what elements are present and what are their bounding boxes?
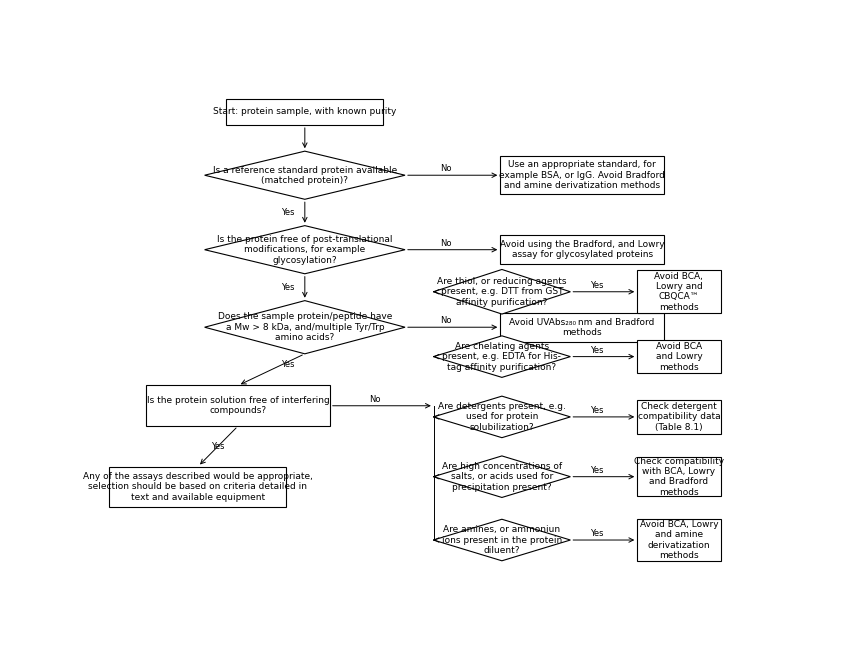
FancyBboxPatch shape [636, 399, 720, 434]
FancyBboxPatch shape [226, 99, 383, 125]
Polygon shape [433, 519, 570, 561]
Text: Yes: Yes [590, 281, 604, 290]
Text: Yes: Yes [590, 406, 604, 415]
Text: Avoid UVAbs₂₈₀ nm and Bradford
methods: Avoid UVAbs₂₈₀ nm and Bradford methods [509, 318, 654, 337]
Polygon shape [204, 151, 405, 199]
FancyBboxPatch shape [636, 519, 720, 561]
Text: Are chelating agents
present, e.g. EDTA for His-
tag affinity purification?: Are chelating agents present, e.g. EDTA … [442, 342, 561, 372]
Text: Does the sample protein/peptide have
a Mw > 8 kDa, and/multiple Tyr/Trp
amino ac: Does the sample protein/peptide have a M… [217, 313, 392, 342]
Text: Use an appropriate standard, for
example BSA, or IgG. Avoid Bradford
and amine d: Use an appropriate standard, for example… [499, 161, 664, 190]
FancyBboxPatch shape [146, 386, 330, 426]
FancyBboxPatch shape [499, 313, 663, 342]
Polygon shape [204, 226, 405, 274]
Polygon shape [433, 336, 570, 378]
Text: Is the protein solution free of interfering
compounds?: Is the protein solution free of interfer… [146, 396, 329, 415]
Text: Check compatibility
with BCA, Lowry
and Bradford
methods: Check compatibility with BCA, Lowry and … [633, 457, 723, 497]
Text: Yes: Yes [590, 529, 604, 538]
Text: Yes: Yes [211, 442, 225, 451]
Text: Any of the assays described would be appropriate,
selection should be based on c: Any of the assays described would be app… [83, 472, 313, 501]
FancyBboxPatch shape [499, 235, 663, 265]
FancyBboxPatch shape [109, 467, 286, 507]
FancyBboxPatch shape [636, 270, 720, 313]
Polygon shape [433, 270, 570, 314]
Text: Check detergent
compatibility data
(Table 8.1): Check detergent compatibility data (Tabl… [637, 402, 720, 432]
Text: No: No [440, 316, 451, 325]
Text: Avoid BCA
and Lowry
methods: Avoid BCA and Lowry methods [655, 342, 702, 372]
Polygon shape [433, 456, 570, 497]
Text: Start: protein sample, with known purity: Start: protein sample, with known purity [213, 107, 396, 116]
Text: No: No [440, 239, 451, 247]
Text: Are detergents present, e.g.
used for protein
solubilization?: Are detergents present, e.g. used for pr… [437, 402, 565, 432]
Text: Yes: Yes [590, 345, 604, 355]
Text: Are amines, or ammoniun
ions present in the protein
diluent?: Are amines, or ammoniun ions present in … [441, 525, 561, 555]
Text: No: No [440, 164, 451, 173]
FancyBboxPatch shape [499, 156, 663, 194]
Text: Yes: Yes [281, 208, 294, 217]
Text: No: No [369, 395, 381, 403]
Polygon shape [204, 301, 405, 354]
Text: Avoid using the Bradford, and Lowry
assay for glycosylated proteins: Avoid using the Bradford, and Lowry assa… [499, 240, 664, 259]
Text: Yes: Yes [281, 360, 294, 369]
FancyBboxPatch shape [636, 457, 720, 496]
Text: Avoid BCA,
Lowry and
CBQCA™
methods: Avoid BCA, Lowry and CBQCA™ methods [653, 272, 703, 312]
Text: Are thiol, or reducing agents
present, e.g. DTT from GST
affinity purification?: Are thiol, or reducing agents present, e… [437, 277, 566, 307]
Polygon shape [433, 396, 570, 438]
FancyBboxPatch shape [636, 340, 720, 373]
Text: Is a reference standard protein available
(matched protein)?: Is a reference standard protein availabl… [213, 166, 396, 185]
Text: Avoid BCA, Lowry
and amine
derivatization
methods: Avoid BCA, Lowry and amine derivatizatio… [639, 520, 717, 560]
Text: Yes: Yes [281, 283, 294, 291]
Text: Yes: Yes [590, 466, 604, 474]
Text: Are high concentrations of
salts, or acids used for
precipitation present?: Are high concentrations of salts, or aci… [442, 462, 561, 492]
Text: Is the protein free of post-translational
modifications, for example
glycosylati: Is the protein free of post-translationa… [217, 235, 392, 265]
